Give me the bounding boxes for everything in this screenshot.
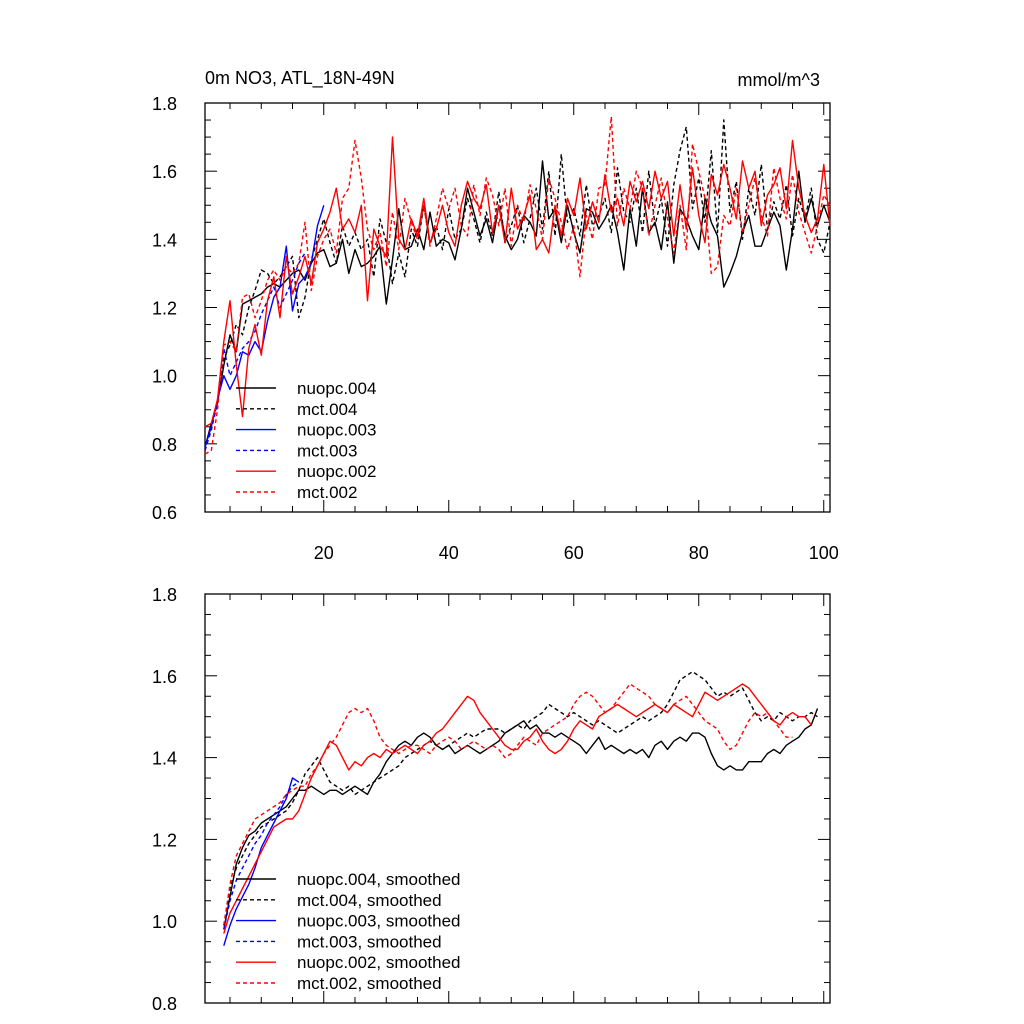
y-tick-label: 1.6: [152, 667, 177, 687]
legend-label: mct.004, smoothed: [297, 891, 442, 910]
series-line: [204, 136, 831, 428]
legend-label: nuopc.003, smoothed: [297, 912, 461, 931]
legend-label: nuopc.002, smoothed: [297, 953, 461, 972]
y-tick-label: 1.6: [152, 162, 177, 182]
legend-label: nuopc.004: [297, 379, 376, 398]
legend-label: mct.002: [297, 483, 357, 502]
legend-label: mct.002, smoothed: [297, 974, 442, 993]
y-tick-label: 1.0: [152, 912, 177, 932]
top-panel: 20 40 60 80 100 0.6 0.8 1.0 1.2 1.4 1.6 1.8 nuopc.00…: [152, 94, 839, 563]
y-tick-label: 0.8: [152, 435, 177, 455]
series-line: [204, 115, 831, 455]
y-tick-label: 1.0: [152, 367, 177, 387]
y-tick-label: 1.2: [152, 830, 177, 850]
x-tick-label: 60: [564, 543, 584, 563]
series-line: [223, 671, 818, 926]
series-line: [204, 205, 325, 448]
y-tick-label: 1.8: [152, 94, 177, 114]
x-tick-label: 100: [809, 543, 839, 563]
legend-label: mct.003, smoothed: [297, 932, 442, 951]
series-line: [223, 781, 300, 930]
y-tick-label: 1.2: [152, 299, 177, 319]
legend-label: nuopc.003: [297, 421, 376, 440]
bottom-panel: 0.8 1.0 1.2 1.4 1.6 1.8 nuopc.004, smoothed mct…: [152, 585, 831, 1014]
legend-label: nuopc.004, smoothed: [297, 870, 461, 889]
x-tick-label: 40: [439, 543, 459, 563]
series-line: [223, 683, 793, 926]
x-tick-label: 80: [689, 543, 709, 563]
y-tick-label: 1.8: [152, 585, 177, 605]
y-tick-label: 0.8: [152, 994, 177, 1014]
chart-title: 0m NO3, ATL_18N-49N: [205, 68, 395, 89]
legend-label: mct.003: [297, 441, 357, 460]
legend-label: mct.004: [297, 400, 357, 419]
y-tick-label: 0.6: [152, 503, 177, 523]
units-label: mmol/m^3: [738, 70, 820, 90]
y-tick-label: 1.4: [152, 230, 177, 250]
series-line: [223, 708, 819, 930]
x-tick-label: 20: [314, 543, 334, 563]
series-line: [223, 777, 300, 946]
y-tick-label: 1.4: [152, 749, 177, 769]
legend-label: nuopc.002: [297, 462, 376, 481]
